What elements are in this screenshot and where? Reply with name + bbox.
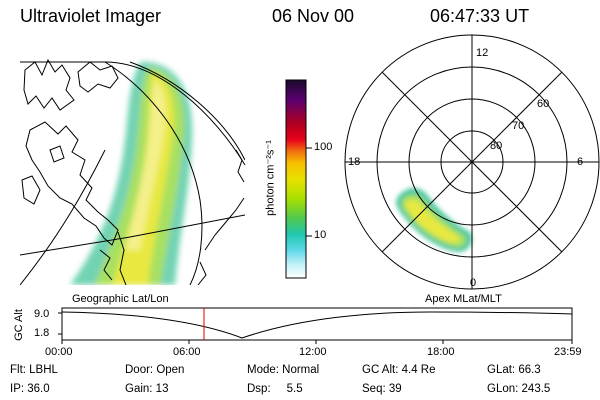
polar-label-left: 18: [348, 156, 361, 168]
flt-label: Flt: LBHL: [10, 364, 58, 376]
polar-grid: [344, 34, 600, 290]
polar-label-right: 6: [577, 156, 584, 168]
altitude-plot-frame: [61, 307, 573, 341]
alt-xtick-label-1: 06:00: [173, 346, 201, 358]
alt-ytick-label-9: 9.0: [34, 308, 50, 320]
polar-ring-label-80: 80: [490, 140, 503, 152]
polar-ring-label-70: 70: [512, 120, 525, 132]
glon-label: GLon: 243.5: [487, 383, 551, 395]
colorbar-label-10: 10: [314, 229, 327, 241]
date-label: 06 Nov 00: [272, 6, 355, 26]
alt-xtick-label-0: 00:00: [45, 346, 73, 358]
seq-label: Seq: 39: [362, 383, 402, 395]
colorbar-gradient: [285, 79, 307, 279]
colorbar-label-100: 100: [314, 141, 333, 153]
gc-alt-label: GC Alt: 4.4 Re: [362, 364, 436, 376]
alt-xtick-label-2: 12:00: [299, 346, 327, 358]
polar-ring-label-60: 60: [537, 98, 550, 110]
lat-lon-grid: [20, 61, 245, 285]
coastlines: [21, 58, 245, 285]
alt-axis-label: GC Alt: [13, 309, 25, 341]
altitude-curve: [61, 311, 573, 339]
alt-xtick-label-4: 23:59: [554, 346, 582, 358]
geographic-label: Geographic Lat/Lon: [72, 293, 169, 305]
polar-label-bottom: 0: [470, 277, 477, 289]
polar-label-top: 12: [476, 47, 489, 59]
instrument-title: Ultraviolet Imager: [20, 6, 162, 26]
gain-label: Gain: 13: [125, 383, 169, 395]
apex-label: Apex MLat/MLT: [425, 293, 502, 305]
alt-ytick-label-1: 1.8: [34, 327, 50, 339]
time-label: 06:47:33 UT: [430, 6, 530, 26]
earth-limb: [20, 61, 246, 166]
polar-axis-diag2: [381, 71, 563, 253]
dsp-label: Dsp: 5.5: [247, 383, 303, 395]
alt-xtick-label-3: 18:00: [427, 346, 455, 358]
polar-auroral-oval: [396, 187, 472, 252]
ip-label: IP: 36.0: [10, 383, 50, 395]
mode-label: Mode: Normal: [247, 364, 320, 376]
glat-label: GLat: 66.3: [487, 364, 541, 376]
door-label: Door: Open: [125, 364, 185, 376]
